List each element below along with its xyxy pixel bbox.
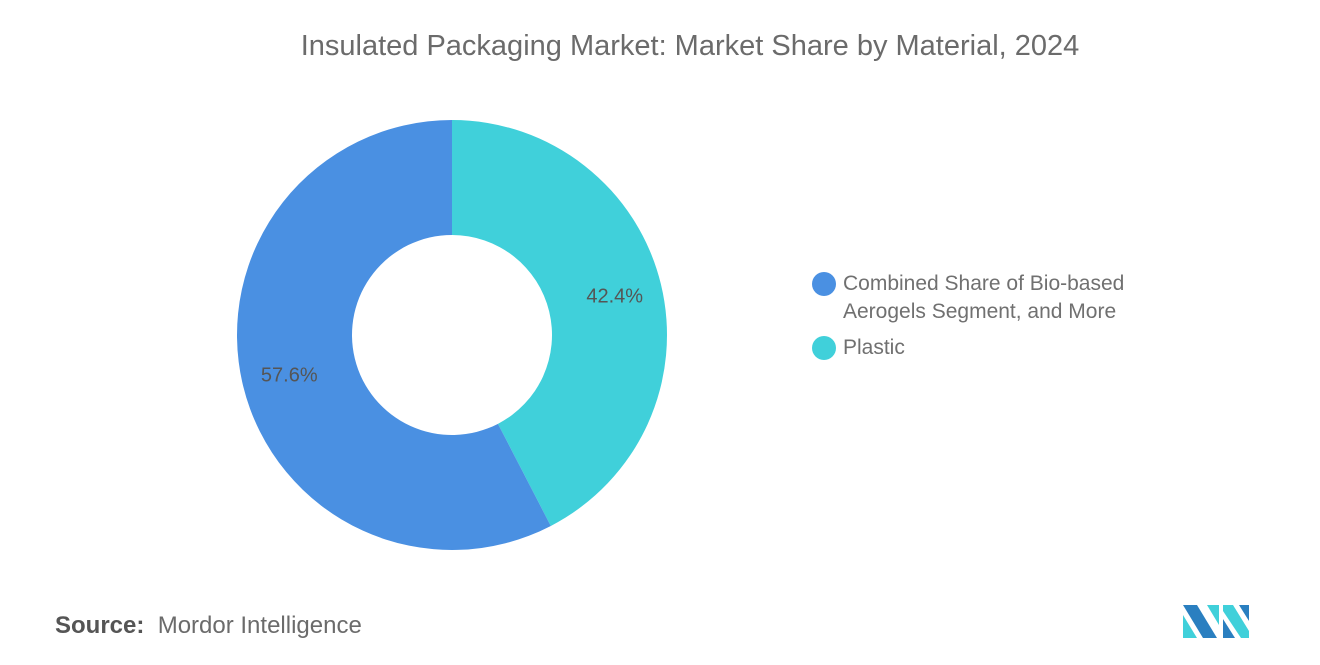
legend-swatch [812, 272, 836, 296]
donut-chart: 42.4% 57.6% [237, 120, 668, 551]
legend-swatch [812, 336, 836, 360]
legend-label: Plastic [843, 336, 905, 359]
legend-item: Combined Share of Bio-based Aerogels Seg… [812, 270, 1153, 326]
slice-plastic [452, 120, 668, 526]
data-label: 57.6% [261, 365, 318, 387]
legend: Combined Share of Bio-based Aerogels Seg… [812, 270, 1153, 370]
legend-label: Combined Share of Bio-based Aerogels Seg… [843, 272, 1125, 323]
source-label: Source: [55, 612, 145, 639]
source-value: Mordor Intelligence [157, 612, 362, 639]
data-label: 42.4% [586, 285, 643, 307]
slice-combined-share-of-bio-based-aerogels-segment-and-more [237, 120, 551, 551]
legend-item: Plastic [812, 334, 1153, 362]
chart-title: Insulated Packaging Market: Market Share… [300, 30, 1080, 62]
mordor-intelligence-logo [1183, 605, 1249, 638]
source: Source: Mordor Intelligence [55, 612, 362, 640]
